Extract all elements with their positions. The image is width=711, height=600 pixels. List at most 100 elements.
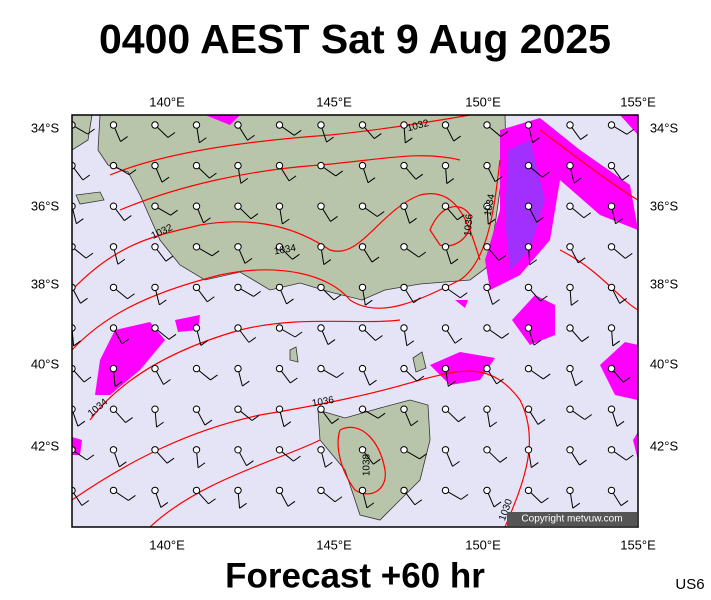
barb-station	[192, 121, 201, 129]
barb-feather	[77, 420, 86, 427]
barb-station	[524, 364, 533, 373]
lat-label: 40°S	[650, 356, 679, 371]
barb-feather	[413, 297, 421, 304]
barb-feather	[331, 418, 340, 424]
barb-station	[358, 324, 367, 332]
barb-station	[151, 283, 159, 292]
barb-station	[358, 243, 367, 251]
barb-feather	[286, 298, 294, 305]
barb-station	[234, 486, 242, 495]
barb-station	[275, 283, 284, 292]
barb-station	[317, 405, 325, 413]
barb-station	[151, 202, 159, 210]
barb-station	[607, 121, 616, 129]
barb-station	[358, 486, 367, 495]
barb-feather	[492, 299, 500, 305]
barb-feather	[409, 217, 417, 224]
map-frame	[71, 114, 639, 528]
barb-feather	[334, 496, 343, 503]
barb-station	[607, 364, 616, 373]
barb-feather	[87, 128, 95, 135]
barb-station	[483, 446, 491, 454]
lat-label: 40°S	[31, 356, 60, 371]
barb-feather	[166, 457, 175, 464]
barb-feather	[624, 252, 633, 259]
barb-station	[192, 283, 201, 292]
barb-station	[483, 161, 491, 170]
barb-feather	[410, 420, 419, 427]
barb-feather	[119, 461, 127, 468]
barb-feather	[170, 209, 178, 216]
barb-feather	[204, 419, 213, 426]
barb-station	[151, 446, 159, 454]
copyright: Copyright metvuw.com	[521, 514, 622, 525]
barb-station	[607, 283, 616, 292]
lat-label: 42°S	[650, 438, 679, 453]
barb-station	[400, 202, 408, 210]
barb-station	[317, 161, 325, 170]
barb-feather	[500, 131, 509, 137]
barb-feather	[418, 251, 427, 258]
lon-label: 150°E	[465, 537, 501, 552]
barb-feather	[120, 136, 128, 142]
barb-feather	[573, 177, 582, 184]
barb-feather	[294, 331, 303, 338]
barb-station	[317, 202, 325, 210]
lat-label: 42°S	[31, 438, 60, 453]
barb-feather	[283, 421, 292, 428]
barb-station	[441, 243, 450, 251]
barb-station	[109, 202, 118, 210]
lat-label: 34°S	[650, 120, 679, 135]
barb-station	[441, 324, 450, 332]
lat-label: 38°S	[31, 276, 60, 291]
barb-feather	[76, 218, 84, 225]
barb-feather	[287, 500, 296, 507]
barb-feather	[612, 340, 621, 347]
barb-station	[275, 364, 284, 373]
barb-feather	[489, 421, 498, 428]
barb-feather	[377, 412, 386, 419]
barb-station	[317, 364, 325, 373]
barb-feather	[448, 380, 456, 387]
barb-feather	[579, 459, 587, 466]
barb-station	[358, 121, 367, 129]
lon-label: 155°E	[620, 537, 656, 552]
barb-station	[607, 486, 616, 495]
barb-station	[317, 486, 325, 495]
island	[289, 346, 299, 363]
island	[412, 351, 427, 373]
barb-feather	[625, 454, 634, 461]
barb-feather	[541, 497, 549, 504]
barb-feather	[533, 339, 542, 346]
barb-feather	[414, 499, 423, 506]
barb-feather	[494, 176, 503, 183]
barb-station	[192, 364, 201, 373]
barb-station	[441, 283, 450, 292]
barb-feather	[584, 414, 593, 420]
barb-station	[192, 202, 201, 210]
map-area: 1032 1032 1034 1034 1036 1036 1038 1034 …	[72, 115, 638, 527]
barb-feather	[459, 292, 468, 299]
lon-label: 155°E	[620, 94, 656, 109]
barb-station	[400, 405, 408, 413]
barb-feather	[487, 218, 496, 225]
barb-station	[566, 324, 574, 332]
barb-feather	[156, 421, 164, 428]
barb-feather	[197, 462, 206, 469]
barb-feather	[446, 178, 455, 184]
barb-station	[192, 405, 201, 413]
barb-station	[317, 446, 325, 454]
barb-station	[109, 405, 118, 413]
barb-feather	[460, 493, 469, 500]
axes: 140°E 140°E 145°E 145°E 150°E 150°E 155°E 155°E…	[31, 94, 679, 552]
barb-station	[566, 121, 574, 129]
barb-station	[566, 243, 574, 251]
barb-station	[234, 161, 242, 170]
barb-feather	[239, 502, 247, 509]
barb-station	[566, 202, 574, 210]
barb-feather	[293, 455, 301, 462]
barb-feather	[211, 250, 220, 257]
barb-feather	[325, 461, 333, 468]
barb-feather	[200, 340, 209, 346]
barb-station	[483, 405, 491, 413]
